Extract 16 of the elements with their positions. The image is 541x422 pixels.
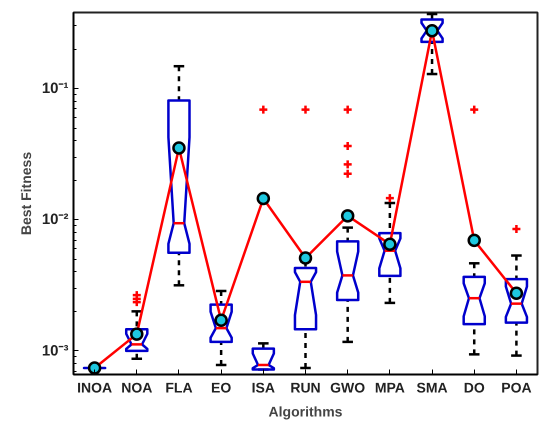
x-tick-label: FLA (165, 380, 193, 396)
y-axis-title: Best Fitness (18, 152, 34, 236)
y-tick-label: 10⁻² (42, 211, 69, 228)
y-tick-label: 10⁻¹ (42, 80, 69, 98)
x-tick-label: MPA (374, 380, 405, 396)
x-tick-label: POA (501, 380, 532, 396)
x-tick-label: DO (464, 380, 485, 396)
x-tick-label: SMA (416, 380, 448, 396)
x-tick-label: EO (211, 380, 232, 396)
x-tick-label: INOA (77, 380, 112, 396)
x-tick-label: NOA (121, 380, 152, 396)
x-tick-label: ISA (252, 380, 275, 396)
x-tick-label: RUN (290, 380, 321, 396)
x-axis-title: Algorithms (268, 404, 343, 420)
y-tick-label: 10⁻³ (42, 342, 69, 360)
x-tick-label: GWO (330, 380, 366, 396)
